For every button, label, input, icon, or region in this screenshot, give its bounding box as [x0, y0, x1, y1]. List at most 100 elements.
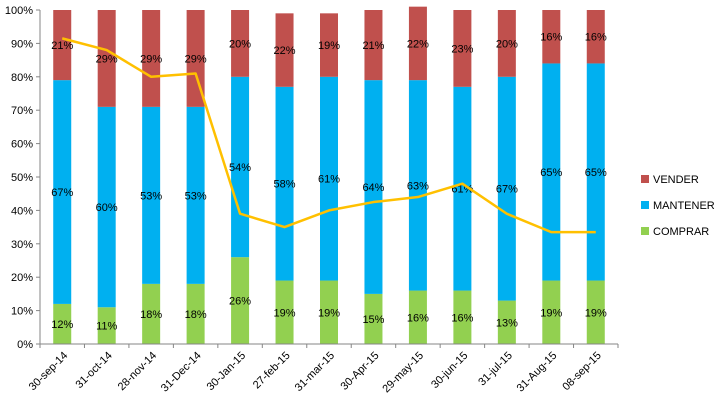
y-tick-label: 10%	[11, 306, 33, 318]
data-label-mantener: 67%	[51, 187, 73, 199]
bar-mantener	[275, 86, 294, 281]
data-label-comprar: 18%	[185, 309, 207, 321]
trend-line	[61, 37, 596, 234]
x-tick-label: 30-Jan-15	[205, 350, 249, 394]
data-label-comprar: 16%	[451, 312, 473, 324]
bar-comprar	[497, 300, 516, 344]
bar-comprar	[142, 283, 161, 344]
bar-comprar	[542, 280, 561, 344]
bar-comprar	[97, 307, 116, 344]
y-tick-label: 40%	[11, 205, 33, 217]
bar-comprar	[275, 280, 294, 344]
bar-mantener	[53, 80, 72, 304]
x-tick-label: 31-Dec-14	[159, 350, 204, 395]
data-label-comprar: 19%	[318, 307, 340, 319]
data-label-comprar: 16%	[407, 312, 429, 324]
y-tick-label: 30%	[11, 239, 33, 251]
data-label-vender: 21%	[51, 40, 73, 52]
bar-labels: 12% 67% 21% 11% 60% 29% 18% 53% 29% 18% 53% 29% 26% 5…	[51, 32, 607, 333]
bar-vender	[186, 10, 205, 107]
data-label-comprar: 13%	[496, 317, 518, 329]
data-label-comprar: 19%	[540, 307, 562, 319]
x-tick-label: 31-jul-15	[476, 350, 515, 389]
bar-mantener	[497, 76, 516, 301]
data-label-mantener: 53%	[185, 190, 207, 202]
bar-vender	[453, 10, 472, 87]
bar-comprar	[586, 280, 605, 344]
data-label-mantener: 64%	[362, 182, 384, 194]
data-label-vender: 29%	[140, 53, 162, 65]
bar-comprar	[186, 283, 205, 344]
x-tick-label: 31-mar-15	[293, 350, 337, 394]
bar-comprar	[320, 280, 338, 344]
bar-vender	[53, 10, 72, 81]
data-label-comprar: 11%	[96, 321, 117, 333]
bar-mantener	[320, 76, 338, 281]
bar-mantener	[364, 80, 383, 294]
y-tick-label: 20%	[11, 272, 33, 284]
bar-mantener	[97, 106, 116, 308]
bars	[53, 6, 605, 344]
legend-swatch-comprar	[641, 227, 649, 235]
bar-mantener	[142, 106, 161, 284]
bar-mantener	[408, 80, 427, 291]
x-axis: 30-sep-14 31-oct-14 28-nov-14 31-Dec-14 30-J…	[27, 343, 619, 395]
data-label-vender: 16%	[585, 32, 607, 44]
x-tick-label: 27-feb-15	[251, 350, 293, 392]
bar-comprar	[408, 290, 427, 344]
bar-mantener	[453, 86, 472, 291]
bar-vender	[408, 6, 427, 81]
data-label-vender: 19%	[318, 40, 340, 52]
data-label-vender: 20%	[229, 38, 251, 50]
data-label-vender: 29%	[185, 53, 207, 65]
legend-label-vender: VENDER	[653, 174, 699, 186]
bar-vender	[542, 10, 561, 64]
data-label-comprar: 12%	[51, 319, 73, 331]
bar-mantener	[186, 106, 205, 284]
legend-swatch-mantener	[641, 201, 649, 209]
bar-mantener	[231, 76, 250, 258]
x-tick-label: 08-sep-15	[560, 350, 604, 394]
x-tick-label: 30-Apr-15	[339, 350, 382, 393]
x-tick-label: 31-Aug-15	[515, 350, 560, 395]
data-label-comprar: 26%	[229, 296, 251, 308]
data-label-vender: 22%	[274, 45, 296, 57]
x-tick-label: 28-nov-14	[116, 350, 160, 394]
bar-comprar	[53, 303, 72, 344]
data-label-comprar: 18%	[140, 309, 162, 321]
legend-label-comprar: COMPRAR	[653, 226, 709, 238]
data-label-vender: 16%	[540, 32, 562, 44]
bar-mantener	[586, 63, 605, 281]
legend-swatch-vender	[641, 175, 649, 183]
y-axis: 0% 10% 20% 30% 40% 50% 60% 70% 80% 90% 100%	[5, 5, 41, 351]
bar-vender	[320, 13, 338, 77]
data-label-vender: 20%	[496, 38, 518, 50]
bar-comprar	[231, 257, 250, 344]
bar-vender	[586, 10, 605, 64]
bar-mantener	[542, 63, 561, 281]
data-label-mantener: 65%	[585, 167, 607, 179]
y-tick-label: 90%	[11, 38, 33, 50]
bar-comprar	[364, 293, 383, 344]
data-label-vender: 23%	[451, 43, 473, 55]
bar-vender	[97, 10, 116, 107]
y-tick-label: 50%	[11, 172, 33, 184]
data-label-vender: 29%	[96, 53, 118, 65]
y-tick-label: 100%	[5, 5, 33, 17]
data-label-mantener: 65%	[540, 167, 562, 179]
data-label-mantener: 54%	[229, 162, 251, 174]
data-label-comprar: 15%	[362, 314, 384, 326]
y-tick-label: 0%	[17, 339, 33, 351]
data-label-mantener: 58%	[274, 179, 296, 191]
data-label-comprar: 19%	[274, 307, 296, 319]
bar-vender	[364, 10, 383, 81]
y-tick-label: 70%	[11, 105, 33, 117]
y-tick-label: 80%	[11, 72, 33, 84]
legend-label-mantener: MANTENER	[653, 200, 715, 212]
data-label-mantener: 63%	[407, 180, 429, 192]
bar-vender	[497, 10, 516, 77]
bar-vender	[275, 13, 294, 87]
data-label-mantener: 60%	[96, 202, 118, 214]
data-label-mantener: 53%	[140, 190, 162, 202]
bar-vender	[231, 10, 250, 77]
